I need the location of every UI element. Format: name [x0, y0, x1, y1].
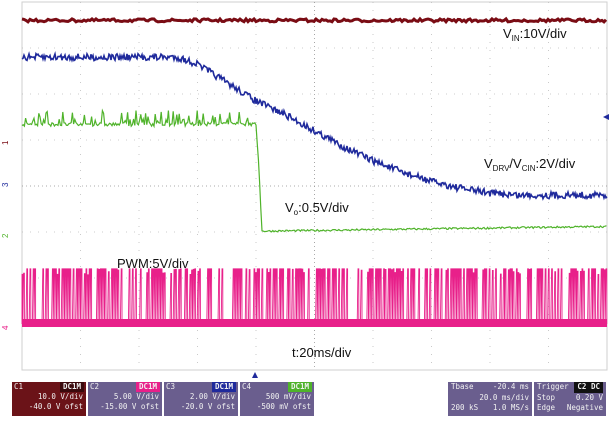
status-bar: C1 DC1M 10.0 V/div -40.0 V ofst C2 DC1M 5.…	[0, 378, 613, 421]
trigger-type: Edge	[537, 403, 556, 412]
timebase-delay: -20.4 ms	[492, 382, 529, 391]
trigger-label: Trigger	[537, 382, 569, 391]
trigger-source: C2 DC	[574, 382, 603, 393]
ch2-coupling: DC1M	[135, 382, 160, 392]
ch2-offset: -15.00 V ofst	[100, 402, 159, 411]
ch4-offset: -500 mV ofst	[256, 402, 311, 411]
series-pwm-baseline	[22, 319, 607, 327]
ch2-scale: 5.00 V/div	[113, 392, 159, 401]
ch3-box[interactable]: C3 DC1M 2.00 V/div -20.0 V ofst	[164, 382, 238, 416]
timebase-label: Tbase	[451, 382, 474, 391]
time-label: t:20ms/div	[292, 345, 352, 360]
ch3-scale: 2.00 V/div	[189, 392, 235, 401]
trigger-level: 0.20 V	[575, 392, 603, 402]
oscilloscope-screen: VIN:10V/div VDRV/VCIN:2V/div Vo:0.5V/div…	[1, 1, 609, 378]
series-vdrv	[21, 50, 608, 201]
series-vo	[21, 108, 607, 233]
ch1-box[interactable]: C1 DC1M 10.0 V/div -40.0 V ofst	[12, 382, 86, 416]
traces	[21, 16, 608, 327]
ch4-box[interactable]: C4 DC1M 500 mV/div -500 mV ofst	[240, 382, 314, 416]
ch3-label: C3	[166, 382, 176, 391]
vdrv-label: VDRV/VCIN:2V/div	[484, 156, 576, 173]
ch1-label: C1	[14, 382, 24, 391]
timebase-box[interactable]: Tbase -20.4 ms 20.0 ms/div 200 kS 1.0 MS/s	[448, 382, 532, 416]
ch4-label: C4	[242, 382, 252, 391]
vo-label: Vo:0.5V/div	[285, 200, 349, 217]
channel-marker-1: 1	[1, 140, 10, 145]
ch4-scale: 500 mV/div	[265, 392, 311, 401]
ch2-label: C2	[90, 382, 100, 391]
ch1-coupling: DC1M	[59, 382, 84, 392]
channel-marker-4: 4	[1, 325, 10, 330]
ch4-coupling: DC1M	[287, 382, 312, 392]
timebase-per-div: 20.0 ms/div	[479, 392, 529, 402]
trigger-mode: Stop	[537, 392, 556, 402]
series-pwm	[21, 268, 608, 325]
ch1-scale: 10.0 V/div	[37, 392, 83, 401]
ch1-offset: -40.0 V ofst	[28, 402, 83, 411]
timebase-rate: 1.0 MS/s	[492, 403, 529, 412]
channel-markers: 1 3 2 4	[1, 114, 609, 378]
ch2-box[interactable]: C2 DC1M 5.00 V/div -15.00 V ofst	[88, 382, 162, 416]
channel-marker-2: 2	[1, 233, 10, 238]
trigger-box[interactable]: Trigger C2 DC Stop 0.20 V Edge Negative	[534, 382, 606, 416]
vin-label: VIN:10V/div	[503, 26, 567, 43]
ch3-offset: -20.0 V ofst	[180, 402, 235, 411]
trigger-position-marker	[252, 372, 258, 378]
trigger-level-marker	[603, 114, 609, 120]
channel-marker-3: 3	[1, 182, 10, 187]
ch3-coupling: DC1M	[211, 382, 236, 392]
timebase-samples: 200 kS	[451, 403, 479, 412]
trace-labels: VIN:10V/div VDRV/VCIN:2V/div Vo:0.5V/div…	[117, 26, 576, 360]
grid	[21, 1, 608, 371]
trigger-slope: Negative	[566, 403, 603, 412]
series-vin	[21, 16, 608, 25]
pwm-label: PWM:5V/div	[117, 256, 189, 271]
